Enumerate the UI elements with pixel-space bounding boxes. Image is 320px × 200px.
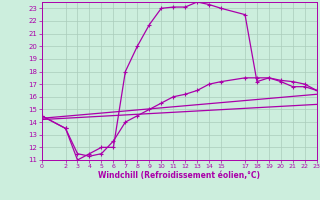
X-axis label: Windchill (Refroidissement éolien,°C): Windchill (Refroidissement éolien,°C) (98, 171, 260, 180)
